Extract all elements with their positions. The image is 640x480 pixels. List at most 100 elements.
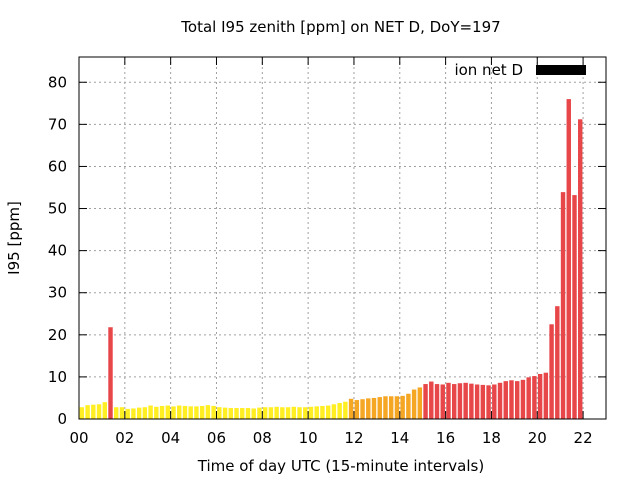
- bar: [131, 408, 136, 419]
- x-tick-label: 20: [528, 429, 547, 447]
- bar: [434, 384, 440, 419]
- bar: [360, 399, 365, 419]
- bar: [148, 405, 153, 419]
- x-tick-label: 08: [253, 429, 272, 447]
- x-tick-label: 12: [344, 429, 363, 447]
- bar: [423, 384, 428, 419]
- bar: [274, 406, 279, 419]
- bar: [331, 404, 337, 419]
- bar: [91, 404, 96, 419]
- bar: [366, 398, 371, 419]
- bar: [262, 407, 268, 419]
- bar: [526, 377, 531, 419]
- y-tick-label: 60: [48, 157, 67, 175]
- bar: [566, 99, 571, 420]
- bar: [325, 405, 331, 419]
- bar: [205, 405, 211, 419]
- bar: [406, 393, 411, 419]
- bar: [314, 406, 319, 419]
- bar: [514, 381, 520, 419]
- bar: [411, 389, 417, 419]
- bar: [199, 405, 205, 419]
- y-tick-label: 40: [48, 242, 67, 260]
- y-tick-label: 50: [48, 200, 67, 218]
- plot-frame: [78, 56, 607, 420]
- bar: [188, 406, 193, 419]
- bar: [320, 405, 325, 419]
- x-tick-label: 02: [115, 429, 134, 447]
- y-tick-label: 20: [48, 326, 67, 344]
- chart-title: Total I95 zenith [ppm] on NET D, DoY=197: [180, 18, 500, 36]
- bar: [85, 405, 90, 419]
- legend-swatch: [536, 65, 586, 75]
- bar: [303, 407, 308, 419]
- bar: [222, 407, 228, 419]
- bar: [555, 306, 560, 419]
- bar: [217, 407, 222, 419]
- bar: [578, 119, 583, 420]
- x-tick-label: 00: [69, 429, 88, 447]
- y-tick-label: 10: [48, 368, 67, 386]
- bar: [509, 380, 514, 419]
- bar: [136, 407, 142, 419]
- bar: [285, 407, 291, 419]
- bar: [417, 387, 423, 419]
- bar: [268, 407, 274, 419]
- bar: [394, 396, 400, 419]
- bar: [400, 395, 405, 419]
- bar: [308, 406, 314, 419]
- y-axis-label: I95 [ppm]: [5, 201, 23, 275]
- bar: [503, 381, 508, 419]
- x-tick-label: 06: [207, 429, 226, 447]
- bar: [142, 407, 148, 419]
- bar: [497, 382, 503, 419]
- y-tick-label: 70: [48, 115, 67, 133]
- bar: [119, 407, 125, 419]
- bar: [102, 402, 107, 419]
- bar: [474, 384, 480, 419]
- bar: [337, 403, 342, 419]
- axis-ticks: 0 10 20 30 40 50 60 70 80 00 02 04 06 08 10 12 14 16 18 20 2…: [48, 57, 606, 447]
- bar: [96, 404, 102, 419]
- bar: [291, 406, 297, 419]
- grid-lines: [79, 57, 606, 419]
- legend: ion net D: [454, 61, 586, 79]
- bar: [177, 405, 182, 419]
- bar: [211, 405, 216, 419]
- x-tick-label: 10: [299, 429, 318, 447]
- x-tick-label: 04: [161, 429, 180, 447]
- bar: [297, 407, 302, 419]
- bar: [492, 384, 497, 419]
- bar: [245, 408, 251, 419]
- bar: [159, 405, 165, 419]
- bar: [228, 408, 234, 419]
- bar: [79, 407, 85, 419]
- bar: [457, 383, 463, 419]
- bar: [469, 383, 474, 419]
- bar: [560, 192, 566, 419]
- bar: [377, 397, 382, 419]
- x-tick-label: 22: [574, 429, 593, 447]
- bar: [240, 408, 245, 419]
- bar: [194, 406, 199, 419]
- bar: [543, 372, 549, 419]
- bar: [280, 407, 285, 419]
- bar: [348, 398, 354, 419]
- bar: [537, 373, 543, 419]
- bar: [154, 406, 159, 419]
- bar: [480, 384, 486, 419]
- bar: [532, 376, 537, 419]
- x-tick-label: 14: [390, 429, 409, 447]
- bar: [429, 381, 434, 419]
- x-tick-label: 16: [436, 429, 455, 447]
- bar: [114, 407, 119, 419]
- bar: [125, 408, 130, 419]
- bar: [343, 401, 348, 419]
- x-axis-label: Time of day UTC (15-minute intervals): [197, 457, 484, 475]
- bar: [440, 384, 445, 419]
- bar: [383, 396, 388, 419]
- bar: [371, 397, 377, 419]
- bar: [171, 406, 176, 419]
- bar: [446, 382, 451, 419]
